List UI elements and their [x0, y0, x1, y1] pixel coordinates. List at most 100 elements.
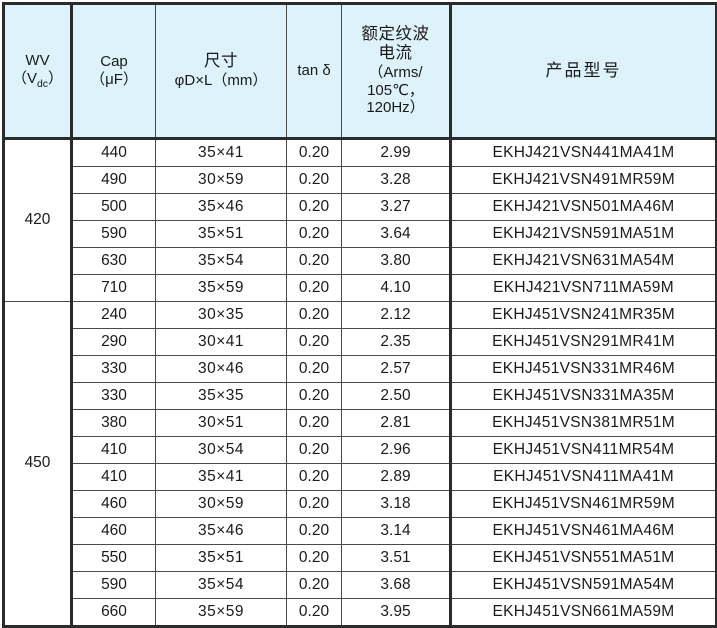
dimensions-cell: 35×51 [155, 544, 287, 572]
ripple-header-line1: 额定纹波 [361, 25, 430, 43]
dimensions-cell: 30×59 [155, 166, 287, 194]
dimensions-cell: 30×41 [155, 328, 287, 356]
dimensions-cell: 30×35 [155, 301, 287, 329]
table-row: 490 30×59 0.20 3.28 EKHJ421VSN491MR59M [4, 166, 717, 194]
ripple-current-cell: 2.96 [341, 436, 452, 464]
wv-header-unit-pre: （V [11, 69, 37, 87]
ripple-current-cell: 3.80 [341, 247, 452, 275]
table-row: 590 35×51 0.20 3.64 EKHJ421VSN591MA51M [4, 220, 717, 248]
ripple-current-cell: 3.68 [341, 571, 452, 599]
ripple-current-cell: 2.35 [341, 328, 452, 356]
capacitance-cell: 710 [71, 274, 156, 302]
ripple-header-line2: 电流 [378, 44, 413, 63]
ripple-header-line5: 120Hz） [366, 99, 425, 117]
dimensions-cell: 35×35 [155, 382, 287, 410]
capacitance-cell: 660 [71, 598, 156, 627]
table-row: 380 30×51 0.20 2.81 EKHJ451VSN381MR51M [4, 409, 717, 437]
part-number-cell: EKHJ451VSN591MA54M [450, 571, 717, 599]
ripple-current-cell: 2.81 [341, 409, 452, 437]
tan-delta-cell: 0.20 [286, 490, 342, 518]
dimensions-cell: 35×54 [155, 571, 287, 599]
dimensions-cell: 35×41 [155, 463, 287, 491]
part-number-cell: EKHJ451VSN461MR59M [450, 490, 717, 518]
tan-delta-cell: 0.20 [286, 301, 342, 329]
wv-header-line1: WV [25, 51, 50, 69]
table-row: 460 35×46 0.20 3.14 EKHJ451VSN461MA46M [4, 517, 717, 545]
ripple-current-cell: 3.18 [341, 490, 452, 518]
table-row: 500 35×46 0.20 3.27 EKHJ421VSN501MA46M [4, 193, 717, 221]
dimensions-cell: 30×59 [155, 490, 287, 518]
tan-delta-cell: 0.20 [286, 220, 342, 248]
wv-header-unit-subscript: dc [36, 77, 49, 90]
capacitance-cell: 330 [71, 382, 156, 410]
part-number-cell: EKHJ451VSN331MA35M [450, 382, 717, 410]
tan-delta-cell: 0.20 [286, 571, 342, 599]
part-number-cell: EKHJ421VSN631MA54M [450, 247, 717, 275]
tan-delta-cell: 0.20 [286, 247, 342, 275]
capacitance-cell: 290 [71, 328, 156, 356]
ripple-header-line3: （Arms/ [368, 63, 423, 81]
tan-header-line1: tan δ [297, 62, 331, 80]
capacitance-cell: 590 [71, 220, 156, 248]
ripple-current-cell: 4.10 [341, 274, 452, 302]
part-number-cell: EKHJ421VSN491MR59M [450, 166, 717, 194]
ripple-current-cell: 2.50 [341, 382, 452, 410]
working-voltage-cell: 450 [3, 301, 73, 627]
capacitance-cell: 330 [71, 355, 156, 383]
column-header-rated-ripple-current: 额定纹波 电流 （Arms/ 105℃， 120Hz） [341, 3, 452, 140]
table-row: 460 30×59 0.20 3.18 EKHJ451VSN461MR59M [4, 490, 717, 518]
part-number-cell: EKHJ451VSN461MA46M [450, 517, 717, 545]
ripple-header-line4: 105℃， [367, 81, 424, 99]
table-header: WV （Vdc） Cap （μF） 尺寸 φD×L（mm） tan δ 额定纹波… [3, 3, 717, 140]
tan-delta-cell: 0.20 [286, 517, 342, 545]
tan-delta-cell: 0.20 [286, 598, 342, 627]
capacitance-cell: 460 [71, 490, 156, 518]
part-number-cell: EKHJ451VSN241MR35M [450, 301, 717, 329]
capacitance-cell: 440 [71, 138, 156, 167]
part-number-cell: EKHJ421VSN501MA46M [450, 193, 717, 221]
part-number-cell: EKHJ451VSN381MR51M [450, 409, 717, 437]
column-header-capacitance: Cap （μF） [71, 3, 156, 140]
dimensions-cell: 35×54 [155, 247, 287, 275]
ripple-current-cell: 3.51 [341, 544, 452, 572]
table-row: 330 30×46 0.20 2.57 EKHJ451VSN331MR46M [4, 355, 717, 383]
part-number-cell: EKHJ421VSN711MA59M [450, 274, 717, 302]
ripple-current-cell: 3.27 [341, 193, 452, 221]
part-number-cell: EKHJ451VSN551MA51M [450, 544, 717, 572]
capacitance-cell: 550 [71, 544, 156, 572]
table-row: 630 35×54 0.20 3.80 EKHJ421VSN631MA54M [4, 247, 717, 275]
tan-delta-cell: 0.20 [286, 328, 342, 356]
capacitance-cell: 410 [71, 436, 156, 464]
part-number-cell: EKHJ451VSN661MA59M [450, 598, 717, 627]
table-row: 410 30×54 0.20 2.96 EKHJ451VSN411MR54M [4, 436, 717, 464]
tan-delta-cell: 0.20 [286, 355, 342, 383]
dimensions-cell: 30×51 [155, 409, 287, 437]
working-voltage-cell: 420 [3, 138, 73, 302]
capacitance-cell: 380 [71, 409, 156, 437]
capacitance-cell: 590 [71, 571, 156, 599]
ripple-current-cell: 2.12 [341, 301, 452, 329]
capacitance-cell: 460 [71, 517, 156, 545]
ripple-current-cell: 2.57 [341, 355, 452, 383]
dim-header-line1: 尺寸 [204, 52, 238, 71]
header-row: WV （Vdc） Cap （μF） 尺寸 φD×L（mm） tan δ 额定纹波… [3, 3, 717, 140]
dimensions-cell: 30×46 [155, 355, 287, 383]
table-row: 710 35×59 0.20 4.10 EKHJ421VSN711MA59M [4, 274, 717, 302]
tan-delta-cell: 0.20 [286, 138, 342, 167]
dimensions-cell: 35×59 [155, 274, 287, 302]
tan-delta-cell: 0.20 [286, 436, 342, 464]
capacitance-cell: 490 [71, 166, 156, 194]
tan-delta-cell: 0.20 [286, 166, 342, 194]
ripple-current-cell: 2.89 [341, 463, 452, 491]
table-row: 420 440 35×41 0.20 2.99 EKHJ421VSN441MA41M [3, 138, 717, 302]
pn-header-line1: 产品型号 [545, 60, 622, 80]
ripple-current-cell: 3.95 [341, 598, 452, 627]
wv-header-line2: （Vdc） [6, 70, 69, 90]
ripple-current-cell: 3.64 [341, 220, 452, 248]
cap-header-line2: （μF） [90, 71, 138, 88]
table-row: 450 240 30×35 0.20 2.12 EKHJ451VSN241MR35M [3, 301, 717, 627]
capacitance-cell: 410 [71, 463, 156, 491]
tan-delta-cell: 0.20 [286, 274, 342, 302]
dimensions-cell: 35×46 [155, 193, 287, 221]
